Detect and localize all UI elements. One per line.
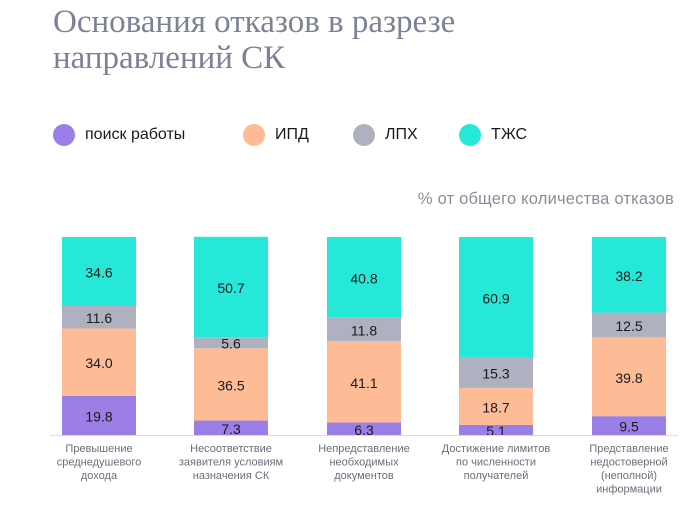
legend-label: ТЖС (491, 126, 528, 143)
bar-segment (62, 237, 136, 306)
category-label: Непредставление необходимых документов (318, 443, 409, 482)
data-label: 15.3 (482, 366, 509, 382)
category-label: Представление недостоверной (неполной) инфо… (589, 443, 668, 496)
bar-segment (459, 387, 533, 425)
bar-segment (327, 341, 401, 423)
data-label: 41.1 (350, 375, 377, 391)
legend: поиск работы ИПД ЛПХ ТЖС (53, 120, 613, 150)
bar-segment (194, 337, 268, 349)
category-label: Несоответствие заявителя условиям назначен… (179, 443, 283, 482)
bar-segment (459, 357, 533, 388)
bar-segment (194, 236, 268, 338)
bar-segment (327, 237, 401, 318)
legend-item-2: ИПД (243, 120, 309, 150)
legend-swatch (459, 124, 481, 146)
data-label: 50.7 (217, 280, 244, 296)
bar-segment (592, 312, 666, 338)
legend-swatch (353, 124, 375, 146)
bar-segment (459, 424, 533, 435)
data-label: 18.7 (482, 399, 509, 415)
bar-segment (327, 422, 401, 435)
legend-item-1: поиск работы (53, 120, 185, 150)
category-label: Достижение лимитов по численности получате… (442, 443, 551, 482)
chart-title: Основания отказов в разрезе направлений … (53, 4, 456, 76)
category-label: Превышение среднедушевого дохода (57, 443, 141, 482)
data-label: 5.1 (486, 423, 506, 439)
data-label: 7.3 (221, 421, 241, 437)
legend-label: поиск работы (85, 126, 186, 143)
data-label: 36.5 (217, 377, 244, 393)
data-label: 40.8 (350, 270, 377, 286)
bar-segment (194, 420, 268, 435)
data-label: 60.9 (482, 290, 509, 306)
unit-label: % от общего количества отказов (417, 190, 674, 208)
bar-segment (62, 328, 136, 396)
data-label: 9.5 (619, 419, 639, 435)
data-label: 11.8 (351, 322, 377, 338)
legend-item-4: ТЖС (459, 120, 527, 150)
bar-segment (194, 348, 268, 421)
legend-label: ЛПХ (385, 126, 418, 143)
bar-segment (592, 237, 666, 313)
bar-segment (62, 395, 136, 435)
legend-swatch (53, 124, 75, 146)
data-label: 34.0 (85, 355, 112, 371)
data-label: 5.6 (221, 336, 241, 352)
data-label: 34.6 (85, 264, 112, 280)
bar-segment (327, 317, 401, 342)
bar-segment (592, 337, 666, 417)
legend-swatch (243, 124, 265, 146)
bar-segment (592, 416, 666, 435)
bar-segment (62, 305, 136, 329)
bar-segment (459, 237, 533, 358)
data-label: 12.5 (615, 318, 642, 334)
data-label: 38.2 (615, 268, 642, 284)
data-label: 39.8 (615, 370, 642, 386)
data-label: 6.3 (354, 422, 374, 438)
legend-label: ИПД (275, 126, 309, 143)
legend-item-3: ЛПХ (353, 120, 418, 150)
data-label: 19.8 (85, 408, 112, 424)
data-label: 11.6 (86, 310, 112, 326)
